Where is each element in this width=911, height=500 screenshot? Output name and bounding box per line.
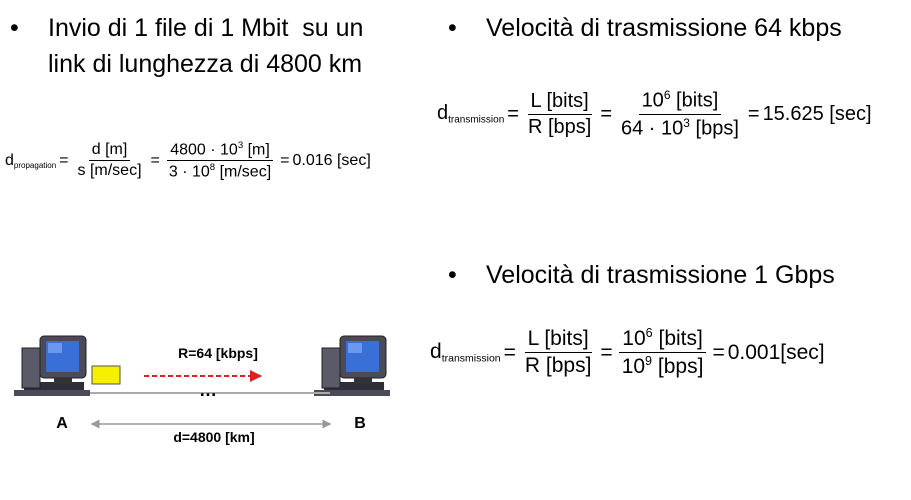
bullet-text-line1: Invio di 1 file di 1 Mbit su un (48, 14, 364, 42)
equals-sign: = (280, 151, 290, 169)
formula-transmission-1gbps: dtransmission = L [bits] R [bps] = 106 [… (430, 326, 825, 379)
numerator: 106 [bits] (638, 88, 722, 115)
numerator: L [bits] (527, 90, 592, 115)
formula-result: 0.001[sec] (727, 340, 825, 364)
denominator: 109 [bps] (621, 354, 704, 378)
formula-lhs: dtransmission (430, 340, 501, 365)
formula-lhs: dtransmission (437, 102, 505, 126)
formula-subscript: transmission (441, 352, 501, 365)
denominator: 64 · 103 [bps] (621, 115, 739, 140)
bullet-dot: • (448, 14, 457, 42)
numerator: L [bits] (524, 327, 592, 353)
bullet-text: Velocità di trasmissione 64 kbps (486, 14, 842, 42)
ellipsis-label: … (199, 380, 217, 400)
formula-subscript: propagation (13, 160, 57, 170)
formula-lhs: dpropagation (5, 151, 57, 170)
formula-result: 15.625 [sec] (762, 102, 872, 125)
computer-a-icon (14, 335, 90, 396)
numerator: 4800 · 103 [m] (167, 140, 273, 162)
equals-sign: = (150, 151, 160, 169)
bullet-text: Velocità di trasmissione 1 Gbps (486, 261, 835, 289)
node-a-label: A (56, 415, 68, 432)
computer-b-icon (314, 335, 390, 396)
fraction-values: 106 [bits] 64 · 103 [bps] (618, 88, 742, 140)
bullet-file-transfer: • Invio di 1 file di 1 Mbit su un link d… (10, 12, 430, 82)
packet-icon (91, 365, 121, 385)
formula-transmission-64kbps: dtransmission = L [bits] R [bps] = 106 [… (437, 88, 872, 140)
equals-sign: = (712, 340, 725, 364)
fraction-l-over-r: L [bits] R [bps] (525, 90, 594, 139)
denominator: s [m/sec] (77, 162, 142, 180)
bullet-rate-64kbps: • Velocità di trasmissione 64 kbps (448, 12, 898, 47)
equals-sign: = (600, 102, 612, 125)
numerator: d [m] (88, 141, 131, 162)
fraction-values: 4800 · 103 [m] 3 · 108 [m/sec] (166, 140, 274, 182)
fraction-d-over-s: d [m] s [m/sec] (75, 141, 145, 180)
bullet-dot: • (10, 14, 19, 42)
network-link-diagram: R=64 [kbps] … A B d=4800 [km] (14, 335, 390, 445)
rate-label: R=64 [kbps] (178, 345, 258, 361)
bullet-text-line2: link di lunghezza di 4800 km (48, 50, 363, 78)
denominator: R [bps] (524, 354, 592, 377)
formula-subscript: transmission (448, 114, 505, 126)
formula-propagation: dpropagation = d [m] s [m/sec] = 4800 · … (5, 140, 371, 182)
denominator: 3 · 108 [m/sec] (168, 162, 272, 181)
denominator: R [bps] (527, 115, 592, 138)
bullet-dot: • (448, 261, 457, 289)
bullet-rate-1gbps: • Velocità di trasmissione 1 Gbps (448, 259, 898, 294)
equals-sign: = (59, 151, 69, 169)
equals-sign: = (600, 340, 613, 364)
node-b-label: B (354, 415, 366, 432)
numerator: 106 [bits] (619, 326, 706, 353)
equals-sign: = (503, 340, 516, 364)
equals-sign: = (747, 102, 760, 125)
fraction-values: 106 [bits] 109 [bps] (619, 326, 707, 379)
distance-label: d=4800 [km] (173, 429, 254, 445)
formula-result: 0.016 [sec] (292, 151, 371, 169)
equals-sign: = (507, 102, 519, 125)
fraction-l-over-r: L [bits] R [bps] (522, 327, 595, 378)
